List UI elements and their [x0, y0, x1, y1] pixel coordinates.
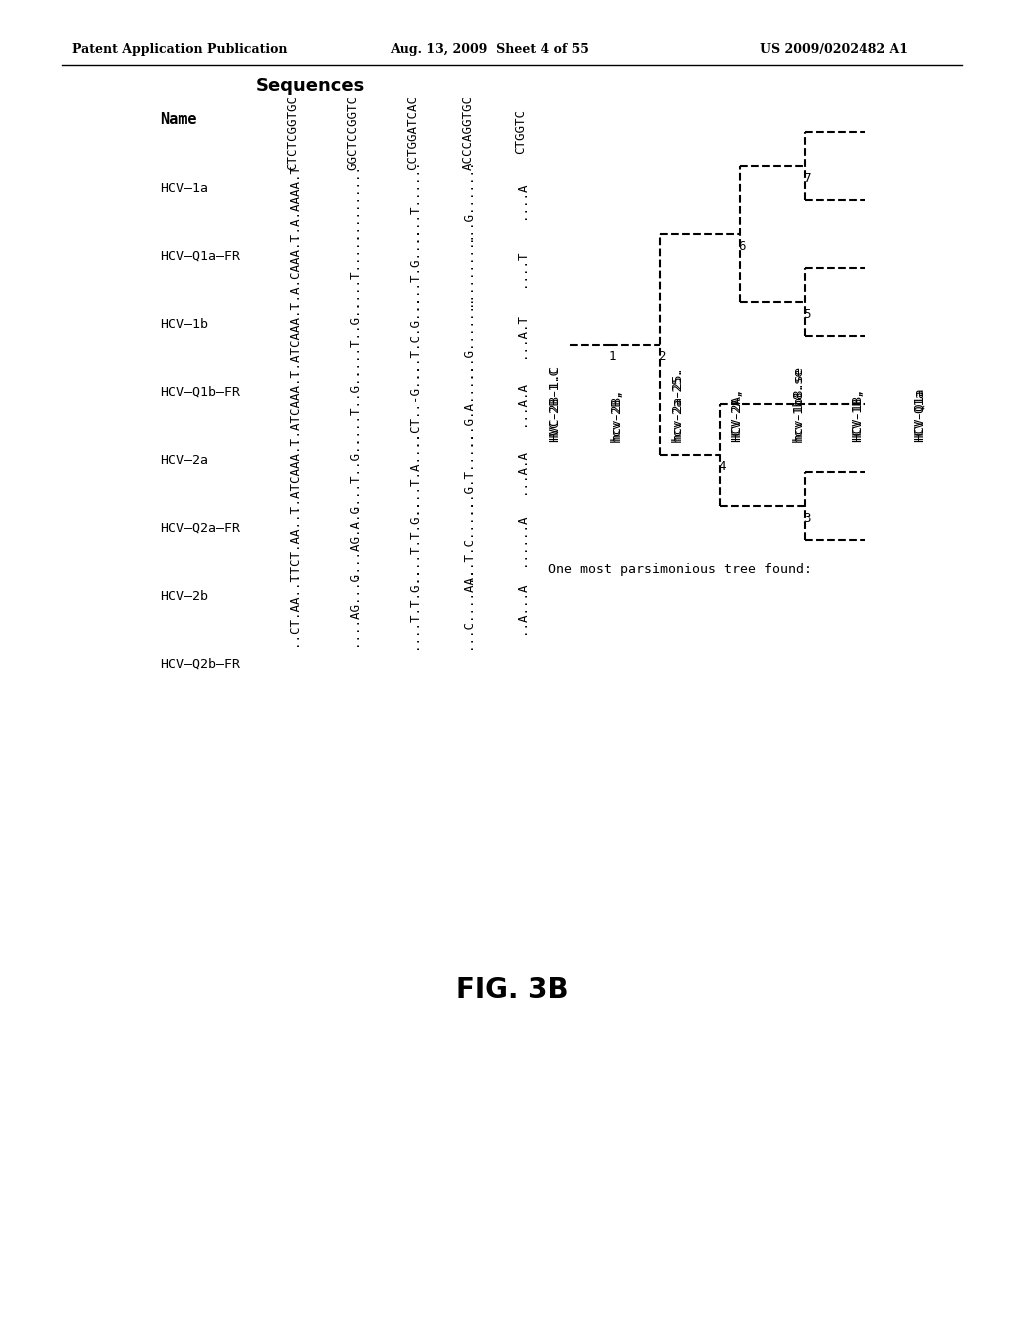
Text: ...T.C.....: ...T.C..... — [462, 499, 474, 581]
Text: CTGGTC: CTGGTC — [514, 110, 527, 154]
Text: ....T: ....T — [514, 249, 527, 286]
Text: CCTGGATCAC: CCTGGATCAC — [407, 95, 420, 169]
Text: ..ATCAAA.T: ..ATCAAA.T — [287, 367, 299, 441]
Text: ....T.G....: ....T.G.... — [407, 227, 420, 309]
Text: hcv-1b8.se: hcv-1b8.se — [792, 367, 805, 442]
Text: ....T.....: ....T..... — [346, 231, 359, 305]
Text: HCV–Q2a–FR: HCV–Q2a–FR — [160, 521, 240, 535]
Text: Name: Name — [160, 112, 197, 128]
Text: ..A.CAAA.T: ..A.CAAA.T — [287, 231, 299, 305]
Text: ......A: ......A — [514, 513, 527, 566]
Text: HCV-Q1a: HCV-Q1a — [912, 388, 926, 440]
Text: ....AG.A.G: ....AG.A.G — [346, 503, 359, 578]
Text: HCV-1B,: HCV-1B, — [852, 389, 864, 442]
Text: HCV-Q1a: HCV-Q1a — [912, 389, 926, 442]
Text: HCV–1b: HCV–1b — [160, 318, 208, 330]
Text: ..ATCAAA.T: ..ATCAAA.T — [287, 434, 299, 510]
Text: HCV–Q1b–FR: HCV–Q1b–FR — [160, 385, 240, 399]
Text: ...G.A.....: ...G.A..... — [462, 363, 474, 445]
Text: ....T.T.G..: ....T.T.G.. — [407, 499, 420, 581]
Text: HCV-2A,: HCV-2A, — [730, 389, 743, 442]
Text: ...A.A: ...A.A — [514, 450, 527, 495]
Text: ..CT.AA..T: ..CT.AA..T — [287, 570, 299, 645]
Text: ...A.A: ...A.A — [514, 381, 527, 426]
Text: ...G.T.....: ...G.T..... — [462, 430, 474, 513]
Text: ..CT..-G...: ..CT..-G... — [407, 363, 420, 445]
Text: HCV–1a: HCV–1a — [160, 181, 208, 194]
Text: One most parsimonious tree found:: One most parsimonious tree found: — [548, 564, 812, 577]
Text: GGCTCCGGTC: GGCTCCGGTC — [346, 95, 359, 169]
Text: HCV-2A,: HCV-2A, — [730, 388, 743, 440]
Text: HCV–Q1a–FR: HCV–Q1a–FR — [160, 249, 240, 263]
Text: 4: 4 — [718, 461, 726, 474]
Text: HCV-1B,: HCV-1B, — [852, 388, 864, 440]
Text: hcv-1b8.se: hcv-1b8.se — [792, 366, 805, 440]
Text: ....T..G..: ....T..G.. — [346, 298, 359, 374]
Text: 5: 5 — [803, 308, 811, 321]
Text: ....T......: ....T...... — [407, 158, 420, 242]
Text: US 2009/0202482 A1: US 2009/0202482 A1 — [760, 44, 908, 57]
Text: ....T.A....: ....T.A.... — [407, 430, 420, 513]
Text: hcv-2a-25.: hcv-2a-25. — [671, 367, 683, 442]
Text: ACCCAGGTGC: ACCCAGGTGC — [462, 95, 474, 169]
Text: ....T..G..: ....T..G.. — [346, 367, 359, 441]
Text: 7: 7 — [803, 172, 811, 185]
Text: ...G.......: ...G....... — [462, 158, 474, 242]
Text: Sequences: Sequences — [255, 77, 365, 95]
Text: ..........: .......... — [346, 162, 359, 238]
Text: ..ATCAAA.T: ..ATCAAA.T — [287, 298, 299, 374]
Text: FIG. 3B: FIG. 3B — [456, 975, 568, 1005]
Text: ...G.......: ...G....... — [462, 294, 474, 378]
Text: 2: 2 — [658, 350, 666, 363]
Text: hcv-2B,: hcv-2B, — [609, 388, 623, 440]
Text: ...A.T: ...A.T — [514, 314, 527, 359]
Text: .TCT.AA..T: .TCT.AA..T — [287, 503, 299, 578]
Text: Aug. 13, 2009  Sheet 4 of 55: Aug. 13, 2009 Sheet 4 of 55 — [390, 44, 589, 57]
Text: ....T.T.G..: ....T.T.G.. — [407, 566, 420, 649]
Text: ..........: .......... — [462, 231, 474, 305]
Text: HCV–2a: HCV–2a — [160, 454, 208, 466]
Text: CTCTCGGTGC: CTCTCGGTGC — [287, 95, 299, 169]
Text: 3: 3 — [803, 511, 811, 524]
Text: 6: 6 — [738, 239, 745, 252]
Text: ...T.C.G...: ...T.C.G... — [407, 294, 420, 378]
Text: hcv-2a-25.: hcv-2a-25. — [671, 366, 683, 440]
Text: ....AG...G: ....AG...G — [346, 570, 359, 645]
Text: ....A: ....A — [514, 181, 527, 219]
Text: ..A...A: ..A...A — [514, 582, 527, 634]
Text: HVC-2B-1.C: HVC-2B-1.C — [549, 367, 561, 442]
Text: ....T..G..: ....T..G.. — [346, 434, 359, 510]
Text: HCV–2b: HCV–2b — [160, 590, 208, 602]
Text: Patent Application Publication: Patent Application Publication — [72, 44, 288, 57]
Text: HCV–Q2b–FR: HCV–Q2b–FR — [160, 657, 240, 671]
Text: ..A.AAAA.T: ..A.AAAA.T — [287, 162, 299, 238]
Text: 1: 1 — [608, 350, 615, 363]
Text: ...C....AA.: ...C....AA. — [462, 566, 474, 649]
Text: HVC-2B-1.C: HVC-2B-1.C — [549, 366, 561, 440]
Text: hcv-2B,: hcv-2B, — [609, 389, 623, 442]
